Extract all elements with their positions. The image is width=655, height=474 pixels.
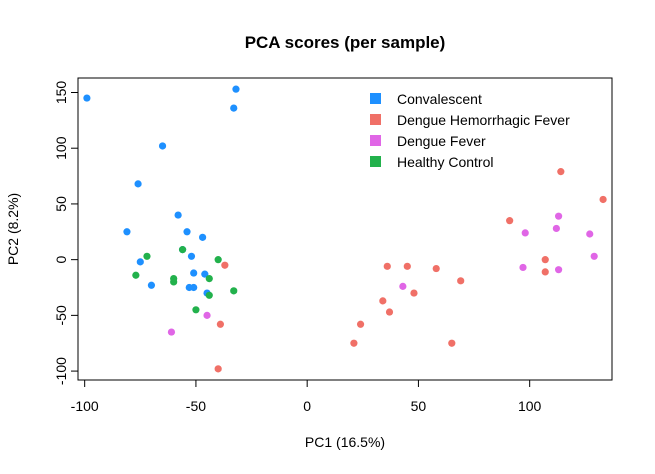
y-tick-label: 100 bbox=[53, 136, 69, 160]
data-point bbox=[383, 262, 391, 270]
data-points bbox=[83, 85, 607, 373]
data-point bbox=[350, 339, 358, 347]
data-point bbox=[201, 270, 209, 278]
data-point bbox=[555, 212, 563, 220]
series-dengue-fever bbox=[167, 212, 598, 336]
legend: Convalescent Dengue Hemorrhagic Fever Deng… bbox=[370, 91, 570, 170]
data-point bbox=[555, 266, 563, 274]
data-point bbox=[230, 287, 238, 295]
data-point bbox=[557, 168, 565, 176]
data-point bbox=[192, 306, 200, 314]
data-point bbox=[432, 264, 440, 273]
data-point bbox=[147, 281, 156, 289]
y-tick-label: -50 bbox=[53, 305, 69, 325]
data-point bbox=[410, 289, 418, 297]
x-axis: -100 -50 0 50 100 bbox=[71, 379, 542, 414]
data-point bbox=[143, 252, 151, 260]
data-point bbox=[232, 85, 240, 93]
y-tick-label: -100 bbox=[53, 357, 69, 385]
data-point bbox=[214, 365, 222, 373]
legend-label: Convalescent bbox=[397, 91, 482, 107]
data-point bbox=[457, 277, 465, 285]
data-point bbox=[230, 104, 238, 112]
series-dengue-hemorrhagic-fever bbox=[214, 168, 607, 373]
data-point bbox=[541, 256, 549, 264]
data-point bbox=[83, 94, 91, 102]
data-point bbox=[519, 263, 527, 272]
data-point bbox=[178, 246, 187, 254]
legend-label: Dengue Fever bbox=[397, 133, 486, 149]
data-point bbox=[136, 258, 144, 266]
data-point bbox=[158, 142, 167, 150]
legend-swatch bbox=[370, 114, 381, 125]
data-point bbox=[214, 256, 222, 264]
y-tick-label: 0 bbox=[53, 256, 69, 264]
x-tick-label: 0 bbox=[303, 398, 311, 414]
data-point bbox=[190, 269, 198, 277]
legend-label: Healthy Control bbox=[397, 154, 494, 170]
data-point bbox=[205, 274, 213, 283]
y-axis: -100 -50 0 50 100 150 bbox=[53, 81, 79, 385]
legend-swatch bbox=[370, 93, 381, 104]
data-point bbox=[123, 228, 131, 236]
data-point bbox=[506, 217, 514, 225]
series-convalescent bbox=[83, 85, 240, 297]
data-point bbox=[552, 224, 560, 233]
y-axis-label: PC2 (8.2%) bbox=[5, 193, 21, 265]
data-point bbox=[132, 271, 140, 279]
x-tick-label: -100 bbox=[71, 398, 99, 414]
chart-title: PCA scores (per sample) bbox=[245, 33, 446, 52]
data-point bbox=[448, 339, 456, 347]
data-point bbox=[590, 252, 598, 260]
legend-swatch bbox=[370, 135, 381, 146]
data-point bbox=[586, 230, 594, 238]
data-point bbox=[399, 282, 407, 290]
x-tick-label: -50 bbox=[186, 398, 206, 414]
x-tick-label: 50 bbox=[411, 398, 427, 414]
data-point bbox=[541, 268, 549, 276]
data-point bbox=[385, 308, 394, 316]
data-point bbox=[599, 195, 607, 204]
data-point bbox=[216, 320, 224, 328]
y-tick-label: 150 bbox=[53, 81, 69, 105]
data-point bbox=[190, 283, 198, 292]
x-tick-label: 100 bbox=[518, 398, 542, 414]
data-point bbox=[174, 211, 182, 219]
data-point bbox=[183, 228, 191, 236]
data-point bbox=[403, 262, 411, 270]
x-axis-label: PC1 (16.5%) bbox=[305, 434, 385, 450]
data-point bbox=[134, 180, 142, 188]
data-point bbox=[205, 291, 213, 299]
data-point bbox=[199, 233, 207, 241]
data-point bbox=[521, 229, 529, 237]
data-point bbox=[167, 328, 176, 336]
y-tick-label: 50 bbox=[53, 196, 69, 212]
legend-label: Dengue Hemorrhagic Fever bbox=[397, 112, 570, 128]
series-healthy-control bbox=[132, 246, 238, 314]
data-point bbox=[379, 297, 387, 305]
data-point bbox=[187, 252, 196, 260]
data-point bbox=[221, 261, 229, 269]
data-point bbox=[170, 278, 178, 286]
legend-swatch bbox=[370, 156, 381, 167]
data-point bbox=[203, 311, 211, 319]
data-point bbox=[356, 320, 365, 328]
